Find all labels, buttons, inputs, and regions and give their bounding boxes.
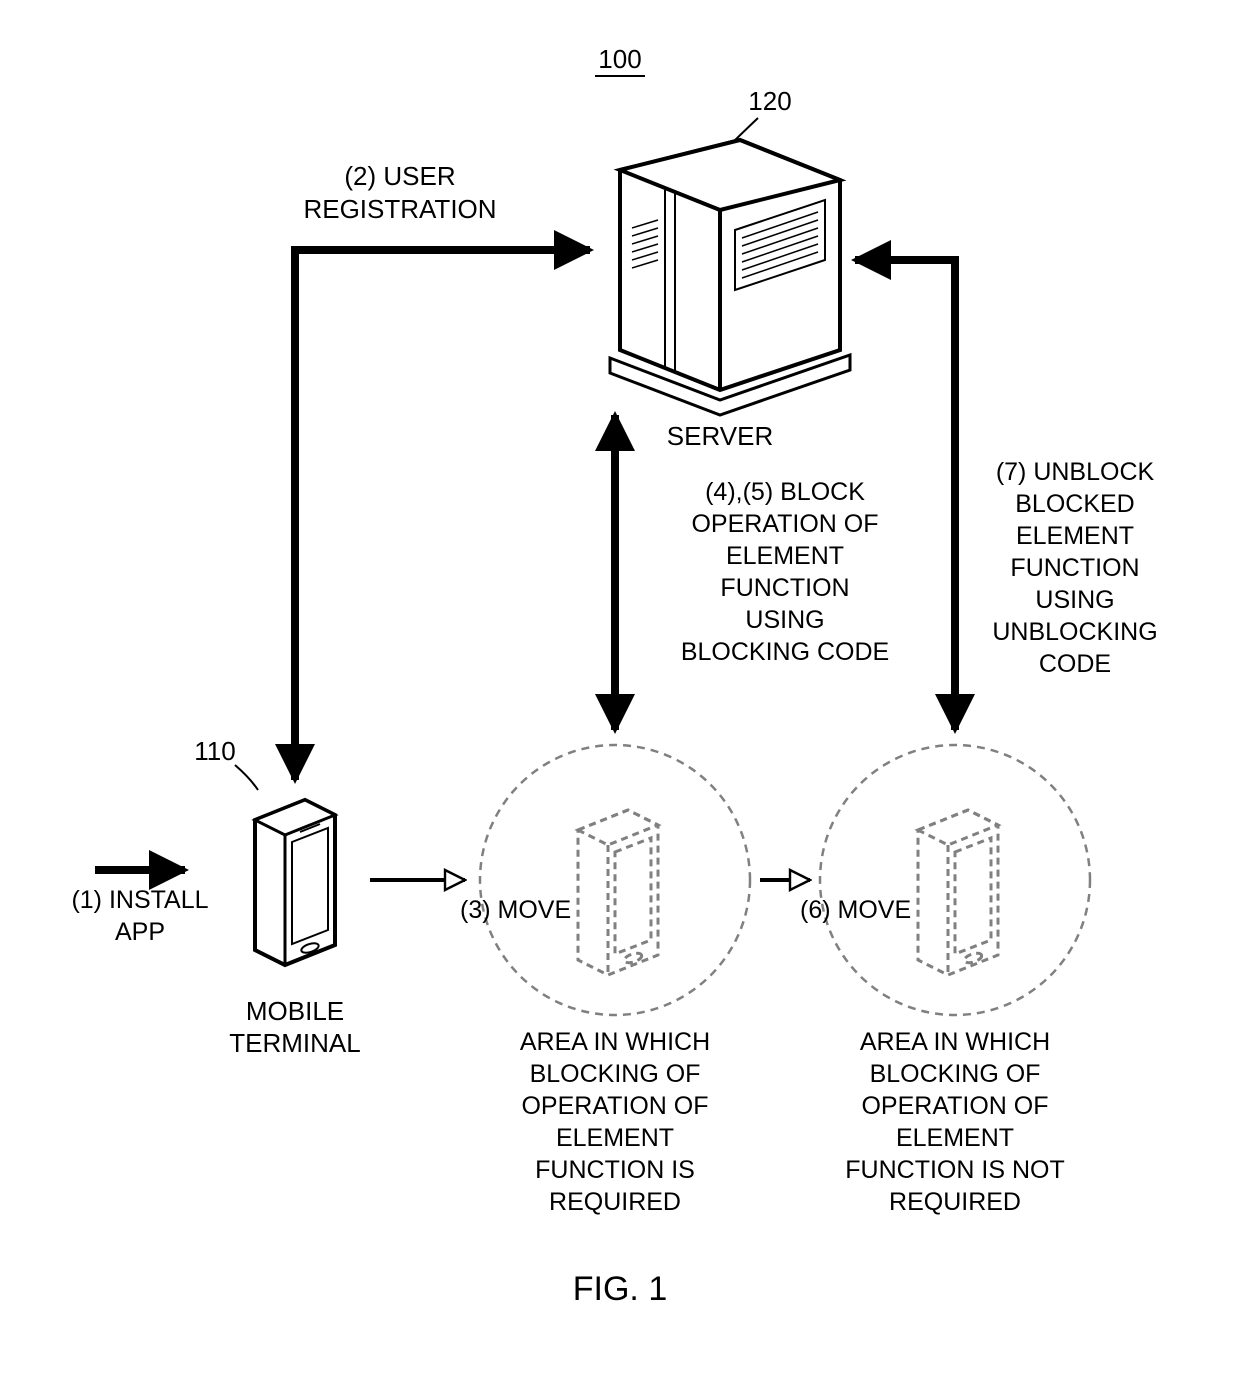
figure-caption: FIG. 1 <box>573 1270 667 1308</box>
svg-text:AREA IN WHICH: AREA IN WHICH <box>860 1028 1050 1056</box>
area-block-label: AREA IN WHICH BLOCKING OF OPERATION OF E… <box>520 1028 710 1216</box>
area-unblock-label: AREA IN WHICH BLOCKING OF OPERATION OF E… <box>845 1028 1064 1216</box>
svg-text:BLOCKING OF: BLOCKING OF <box>870 1060 1041 1088</box>
step3-label: (3) MOVE <box>460 896 571 924</box>
mobile-icon <box>255 800 335 965</box>
ref-system: 100 <box>598 44 641 74</box>
step2-l1: (2) USER <box>344 161 455 191</box>
svg-text:BLOCKING OF: BLOCKING OF <box>530 1060 701 1088</box>
svg-text:REQUIRED: REQUIRED <box>549 1188 681 1216</box>
step45-text: (4),(5) BLOCK OPERATION OF ELEMENT FUNCT… <box>681 478 889 666</box>
server-label: SERVER <box>667 421 773 451</box>
arrow-step2 <box>295 250 590 780</box>
svg-text:OPERATION OF: OPERATION OF <box>691 510 878 538</box>
step7-text: (7) UNBLOCK BLOCKED ELEMENT FUNCTION USI… <box>992 458 1157 678</box>
svg-text:OPERATION OF: OPERATION OF <box>521 1092 708 1120</box>
svg-text:FUNCTION IS NOT: FUNCTION IS NOT <box>845 1156 1064 1184</box>
svg-text:REQUIRED: REQUIRED <box>889 1188 1021 1216</box>
ref-server: 120 <box>748 86 791 116</box>
svg-text:ELEMENT: ELEMENT <box>1016 522 1134 550</box>
server-icon <box>610 140 850 415</box>
svg-text:FUNCTION IS: FUNCTION IS <box>535 1156 695 1184</box>
ref-mobile-leader <box>235 765 258 790</box>
step2-l2: REGISTRATION <box>303 194 496 224</box>
mobile-icon-dashed-2 <box>918 810 998 975</box>
svg-text:UNBLOCKING: UNBLOCKING <box>992 618 1157 646</box>
svg-text:OPERATION OF: OPERATION OF <box>861 1092 1048 1120</box>
svg-text:CODE: CODE <box>1039 650 1111 678</box>
svg-text:FUNCTION: FUNCTION <box>720 574 849 602</box>
step6-label: (6) MOVE <box>800 896 911 924</box>
svg-text:ELEMENT: ELEMENT <box>896 1124 1014 1152</box>
svg-text:USING: USING <box>1035 586 1114 614</box>
mobile-label-l2: TERMINAL <box>229 1028 360 1058</box>
svg-text:BLOCKED: BLOCKED <box>1015 490 1134 518</box>
svg-text:ELEMENT: ELEMENT <box>556 1124 674 1152</box>
svg-text:ELEMENT: ELEMENT <box>726 542 844 570</box>
svg-text:(7) UNBLOCK: (7) UNBLOCK <box>996 458 1155 486</box>
svg-text:BLOCKING CODE: BLOCKING CODE <box>681 638 889 666</box>
svg-text:AREA IN WHICH: AREA IN WHICH <box>520 1028 710 1056</box>
step1-l2: APP <box>115 918 165 946</box>
mobile-icon-dashed-1 <box>578 810 658 975</box>
svg-text:USING: USING <box>745 606 824 634</box>
step1-l1: (1) INSTALL <box>71 886 208 914</box>
mobile-label-l1: MOBILE <box>246 996 344 1026</box>
svg-text:FUNCTION: FUNCTION <box>1010 554 1139 582</box>
svg-text:(4),(5) BLOCK: (4),(5) BLOCK <box>705 478 865 506</box>
ref-mobile: 110 <box>194 736 235 766</box>
